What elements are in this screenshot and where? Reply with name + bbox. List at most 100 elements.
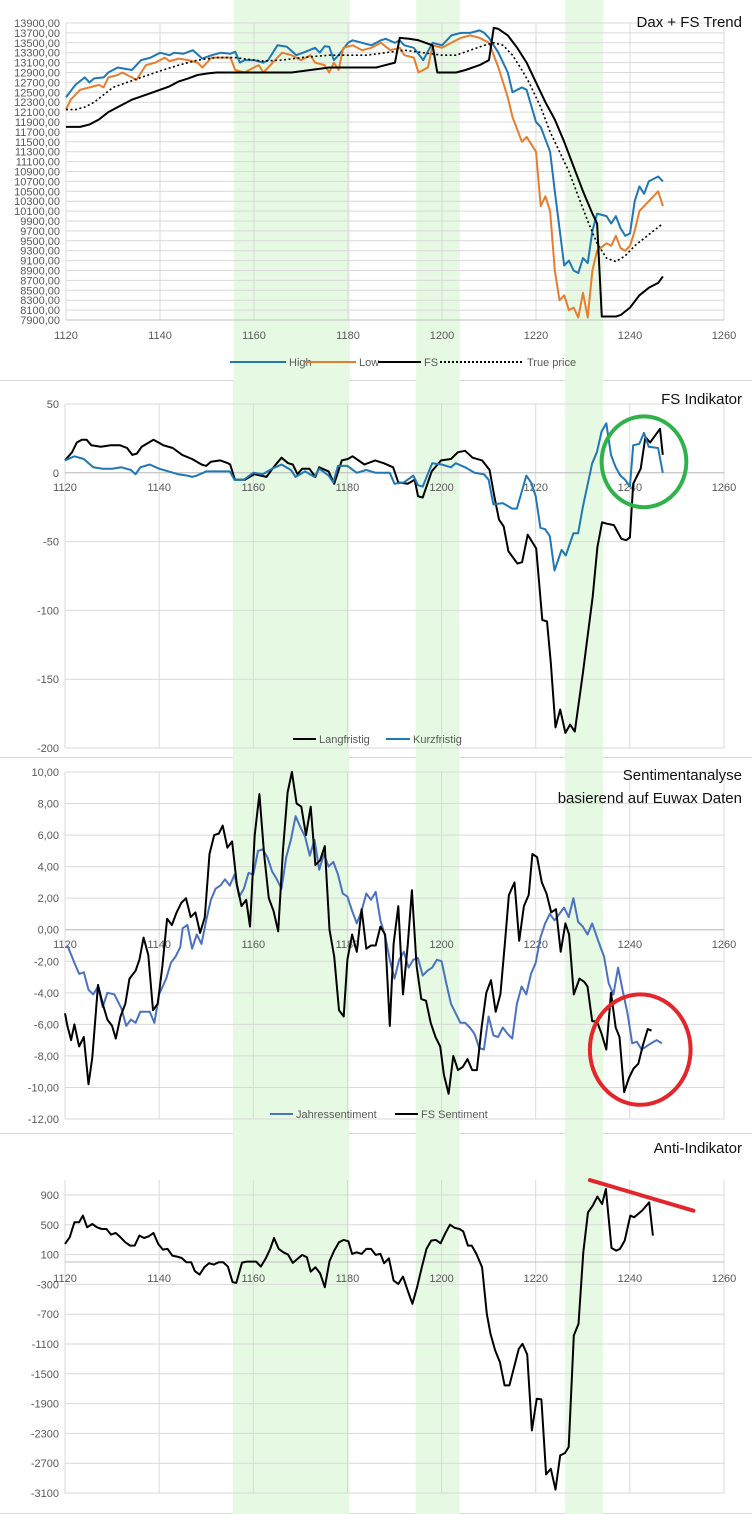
x-tick-label: 1200 <box>429 482 453 494</box>
y-tick-label: 8500,00 <box>20 285 60 297</box>
y-tick-label: 13300,00 <box>14 48 60 60</box>
y-tick-label: 12100,00 <box>14 107 60 119</box>
x-tick-label: 1120 <box>53 1273 77 1285</box>
y-tick-label: -3100 <box>31 1488 59 1500</box>
x-tick-label: 1140 <box>147 482 171 494</box>
chart-panel-3: 10,00 8,00 6,00 4,00 2,00 0,00 -2,00 -4,00 -6,00… <box>0 758 752 1134</box>
x-tick-label: 1180 <box>336 1273 360 1285</box>
y-tick-label: -6,00 <box>34 1019 59 1031</box>
x-tick-label: 1240 <box>618 330 642 342</box>
y-tick-label: -12,00 <box>28 1114 59 1126</box>
x-tick-label: 1240 <box>618 939 642 951</box>
x-tick-label: 1120 <box>53 482 77 494</box>
y-tick-label: 10300,00 <box>14 196 60 208</box>
legend-label: Low <box>359 357 379 369</box>
x-tick-label: 1140 <box>148 330 172 342</box>
x-tick-label: 1120 <box>53 939 77 951</box>
y-tick-label: -50 <box>43 537 59 549</box>
y-tick-label: -1900 <box>31 1399 59 1411</box>
y-tick-label: -150 <box>37 674 59 686</box>
y-tick-label: 9100,00 <box>20 256 60 268</box>
series-line-true-price <box>66 42 664 263</box>
y-tick-label: 900 <box>41 1190 59 1202</box>
y-tick-label: 9300,00 <box>20 246 60 258</box>
y-tick-label: 9500,00 <box>20 236 60 248</box>
y-tick-label: 11900,00 <box>15 117 60 129</box>
series-line-langfristig <box>64 427 664 734</box>
chart-panel-2: 50 0 -50 -100 -150 -200 1120 1140 1160 1180 1200 12… <box>0 381 752 758</box>
y-tick-label: -2700 <box>31 1458 59 1470</box>
series-line-1 <box>64 1188 654 1491</box>
x-tick-label: 1120 <box>54 330 78 342</box>
y-tick-label: 11700,00 <box>15 127 60 139</box>
y-tick-label: 50 <box>47 399 59 411</box>
y-tick-label: 7900,00 <box>20 315 60 327</box>
y-tick-label: -200 <box>37 743 59 755</box>
chart-title: Dax + FS Trend <box>637 14 742 31</box>
y-tick-label: 8300,00 <box>20 295 60 307</box>
y-tick-label: -4,00 <box>34 988 59 1000</box>
y-tick-label: 8900,00 <box>20 266 60 278</box>
legend-label: Kurzfristig <box>413 734 462 746</box>
chart-title: Sentimentanalyse <box>623 767 742 784</box>
highlight-band <box>564 758 604 1134</box>
highlight-band <box>233 381 350 758</box>
x-tick-label: 1160 <box>241 939 265 951</box>
x-tick-label: 1260 <box>712 482 736 494</box>
highlight-band <box>415 381 460 758</box>
x-tick-label: 1220 <box>523 939 547 951</box>
x-tick-label: 1200 <box>429 939 453 951</box>
x-tick-label: 1240 <box>618 482 642 494</box>
y-tick-label: -100 <box>37 605 59 617</box>
y-tick-label: -300 <box>37 1279 59 1291</box>
annotation-circle <box>587 992 693 1107</box>
highlight-band <box>564 1134 604 1514</box>
x-tick-label: 1180 <box>336 482 360 494</box>
y-tick-label: -8,00 <box>34 1051 59 1063</box>
y-tick-label: 10100,00 <box>14 206 60 218</box>
highlight-band <box>233 1134 350 1514</box>
y-tick-label: 12900,00 <box>14 68 60 80</box>
y-tick-label: 13500,00 <box>14 38 60 50</box>
y-tick-label: 2,00 <box>38 893 59 905</box>
y-tick-label: 6,00 <box>38 830 59 842</box>
y-tick-label: -1100 <box>32 1339 59 1351</box>
series-line-high <box>65 29 664 274</box>
y-tick-label: 10900,00 <box>14 167 60 179</box>
y-tick-label: -1500 <box>31 1369 59 1381</box>
series-line-low <box>65 34 664 319</box>
y-tick-label: 10700,00 <box>14 176 60 188</box>
legend-label: FS <box>424 357 438 369</box>
y-tick-label: -2,00 <box>34 956 59 968</box>
y-tick-label: 9900,00 <box>20 216 60 228</box>
x-tick-label: 1260 <box>712 1273 736 1285</box>
x-tick-label: 1140 <box>147 939 171 951</box>
y-tick-label: 8700,00 <box>20 275 60 287</box>
y-tick-label: 13700,00 <box>14 28 60 40</box>
x-tick-label: 1220 <box>523 1273 547 1285</box>
legend-label: True price <box>527 357 576 369</box>
x-tick-label: 1240 <box>618 1273 642 1285</box>
y-tick-label: 10500,00 <box>14 186 60 198</box>
highlight-band <box>233 0 350 381</box>
y-tick-label: 10,00 <box>31 767 59 779</box>
chart-subtitle: basierend auf Euwax Daten <box>558 790 742 807</box>
highlight-band <box>416 0 460 381</box>
legend-label: High <box>289 357 312 369</box>
y-tick-label: 11300,00 <box>15 147 60 159</box>
x-tick-label: 1160 <box>241 1273 265 1285</box>
chart-panel-1: 13900,0013700,0013500,0013300,0013100,00… <box>0 0 752 381</box>
y-tick-label: 12500,00 <box>14 87 60 99</box>
highlight-band <box>415 1134 460 1514</box>
x-tick-label: 1180 <box>336 330 360 342</box>
y-tick-label: 11500,00 <box>15 137 60 149</box>
y-tick-label: 8100,00 <box>20 305 60 317</box>
chart-title: FS Indikator <box>661 391 742 408</box>
y-tick-label: -2300 <box>31 1428 59 1440</box>
y-tick-label: 13900,00 <box>14 18 60 30</box>
chart-title: Anti-Indikator <box>654 1140 742 1157</box>
x-tick-label: 1160 <box>242 330 266 342</box>
y-tick-label: -700 <box>37 1309 59 1321</box>
y-tick-label: 9700,00 <box>20 226 60 238</box>
x-tick-label: 1160 <box>241 482 265 494</box>
